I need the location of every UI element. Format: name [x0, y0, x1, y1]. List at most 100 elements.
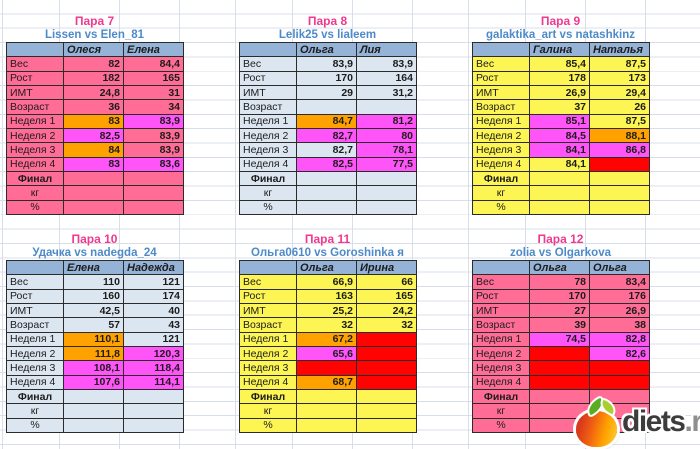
row-label[interactable]: Финал: [472, 389, 530, 405]
row-label[interactable]: Рост: [472, 288, 530, 305]
row-label[interactable]: Вес: [472, 56, 530, 72]
data-cell[interactable]: 24,8: [63, 85, 124, 101]
data-cell[interactable]: [589, 171, 650, 187]
data-cell[interactable]: [296, 417, 357, 434]
data-cell[interactable]: 118,4: [123, 360, 184, 376]
data-cell[interactable]: 82,8: [589, 331, 650, 348]
data-cell[interactable]: 83,9: [296, 56, 357, 72]
data-cell[interactable]: [63, 403, 124, 419]
data-cell[interactable]: 82,5: [63, 128, 124, 144]
row-label[interactable]: %: [472, 199, 530, 216]
column-header[interactable]: Ольга: [529, 259, 590, 276]
data-cell[interactable]: [589, 360, 650, 376]
column-header[interactable]: Наталья: [589, 41, 650, 58]
row-label[interactable]: Неделя 4: [472, 374, 530, 391]
row-label[interactable]: ИМТ: [472, 85, 530, 101]
corner-cell[interactable]: [239, 259, 297, 276]
data-cell[interactable]: 111,8: [63, 346, 124, 362]
data-cell[interactable]: 182: [63, 70, 124, 87]
data-cell[interactable]: 170: [296, 70, 357, 87]
row-label[interactable]: Возраст: [239, 317, 297, 333]
data-cell[interactable]: 110: [63, 274, 124, 290]
column-header[interactable]: Ольга: [296, 41, 357, 58]
row-label[interactable]: Неделя 2: [472, 128, 530, 144]
data-cell[interactable]: 25,2: [296, 303, 357, 319]
row-label[interactable]: Возраст: [472, 99, 530, 115]
row-label[interactable]: %: [239, 199, 297, 216]
data-cell[interactable]: [296, 199, 357, 216]
data-cell[interactable]: 78,1: [356, 142, 417, 158]
row-label[interactable]: Возраст: [472, 317, 530, 333]
data-cell[interactable]: [589, 185, 650, 201]
data-cell[interactable]: 110,1: [63, 331, 124, 348]
data-cell[interactable]: 26,9: [589, 303, 650, 319]
row-label[interactable]: Неделя 1: [239, 113, 297, 130]
row-label[interactable]: Неделя 2: [472, 346, 530, 362]
row-label[interactable]: ИМТ: [239, 303, 297, 319]
data-cell[interactable]: 40: [123, 303, 184, 319]
row-label[interactable]: Неделя 1: [239, 331, 297, 348]
row-label[interactable]: Неделя 4: [6, 374, 64, 391]
data-cell[interactable]: [356, 171, 417, 187]
row-label[interactable]: ИМТ: [6, 85, 64, 101]
data-cell[interactable]: 34: [123, 99, 184, 115]
data-cell[interactable]: 80: [356, 128, 417, 144]
row-label[interactable]: Неделя 3: [239, 142, 297, 158]
data-cell[interactable]: 85,4: [529, 56, 590, 72]
diets-ru-logo[interactable]: diets.ru: [571, 397, 700, 449]
row-label[interactable]: Неделя 2: [239, 346, 297, 362]
data-cell[interactable]: 163: [296, 288, 357, 305]
data-cell[interactable]: 114,1: [123, 374, 184, 391]
data-cell[interactable]: [123, 389, 184, 405]
data-cell[interactable]: [123, 417, 184, 434]
column-header[interactable]: Ольга: [296, 259, 357, 276]
row-label[interactable]: %: [472, 417, 530, 434]
data-cell[interactable]: 178: [529, 70, 590, 87]
data-cell[interactable]: [296, 403, 357, 419]
data-cell[interactable]: 174: [123, 288, 184, 305]
data-cell[interactable]: 78: [529, 274, 590, 290]
data-cell[interactable]: 83,9: [356, 56, 417, 72]
row-label[interactable]: кг: [472, 185, 530, 201]
row-label[interactable]: кг: [239, 403, 297, 419]
data-cell[interactable]: 84,7: [296, 113, 357, 130]
row-label[interactable]: ИМТ: [6, 303, 64, 319]
data-cell[interactable]: 43: [123, 317, 184, 333]
data-cell[interactable]: [529, 171, 590, 187]
row-label[interactable]: Неделя 1: [6, 331, 64, 348]
data-cell[interactable]: 31,2: [356, 85, 417, 101]
data-cell[interactable]: [63, 171, 124, 187]
data-cell[interactable]: 176: [589, 288, 650, 305]
data-cell[interactable]: [296, 185, 357, 201]
data-cell[interactable]: 165: [123, 70, 184, 87]
row-label[interactable]: Рост: [472, 70, 530, 87]
data-cell[interactable]: 31: [123, 85, 184, 101]
row-label[interactable]: Неделя 1: [6, 113, 64, 130]
row-label[interactable]: Вес: [239, 56, 297, 72]
column-header[interactable]: Галина: [529, 41, 590, 58]
row-label[interactable]: Финал: [6, 171, 64, 187]
data-cell[interactable]: 74,5: [529, 331, 590, 348]
data-cell[interactable]: 32: [356, 317, 417, 333]
row-label[interactable]: Неделя 4: [239, 156, 297, 173]
data-cell[interactable]: 27: [529, 303, 590, 319]
data-cell[interactable]: 165: [356, 288, 417, 305]
row-label[interactable]: %: [6, 417, 64, 434]
data-cell[interactable]: 84: [63, 142, 124, 158]
row-label[interactable]: Неделя 1: [472, 113, 530, 130]
row-label[interactable]: Возраст: [239, 99, 297, 115]
data-cell[interactable]: 120,3: [123, 346, 184, 362]
data-cell[interactable]: 83,9: [123, 142, 184, 158]
row-label[interactable]: Вес: [239, 274, 297, 290]
data-cell[interactable]: 87,5: [589, 56, 650, 72]
data-cell[interactable]: [63, 389, 124, 405]
data-cell[interactable]: 32: [296, 317, 357, 333]
row-label[interactable]: Неделя 4: [239, 374, 297, 391]
row-label[interactable]: Неделя 1: [472, 331, 530, 348]
data-cell[interactable]: 164: [356, 70, 417, 87]
row-label[interactable]: Финал: [239, 389, 297, 405]
row-label[interactable]: Рост: [239, 288, 297, 305]
data-cell[interactable]: 29,4: [589, 85, 650, 101]
row-label[interactable]: Вес: [6, 56, 64, 72]
data-cell[interactable]: 170: [529, 288, 590, 305]
